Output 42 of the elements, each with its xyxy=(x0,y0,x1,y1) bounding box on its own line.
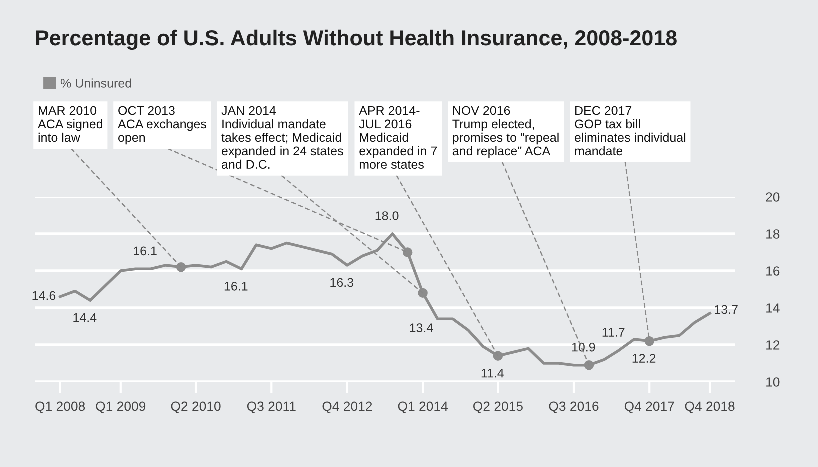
y-tick-label: 20 xyxy=(766,192,780,202)
data-label: 16.1 xyxy=(224,282,248,291)
x-tick-label: Q4 2018 xyxy=(685,402,735,414)
data-label: 12.2 xyxy=(632,354,656,363)
data-label: 16.1 xyxy=(134,246,157,256)
data-label: 10.9 xyxy=(572,342,596,352)
data-label: 13.4 xyxy=(410,324,434,332)
data-label: 18.0 xyxy=(376,212,399,220)
x-tick-label: Q4 2017 xyxy=(624,402,674,414)
y-tick-label: 10 xyxy=(766,378,780,387)
annotation: JAN 2014 Individual mandate takes effect; Medicaid expanded in 24 states and D.C. xyxy=(222,106,344,170)
data-label: 11.7 xyxy=(602,328,625,337)
data-label: 13.7 xyxy=(715,305,738,314)
data-label: 14.6 xyxy=(32,291,56,300)
x-tick-label: Q2 2015 xyxy=(474,402,523,414)
x-tick-label: Q1 2014 xyxy=(398,402,448,414)
annotation: DEC 2017 GOP tax bill eliminates individual mandate xyxy=(575,106,686,156)
legend-label: % Uninsured xyxy=(60,78,132,88)
chart-title: Percentage of U.S. Adults Without Health Insurance, 2008-2018 xyxy=(36,30,677,50)
point xyxy=(176,262,186,272)
x-tick-label: Q1 2009 xyxy=(96,402,146,414)
x-tick-label: Q2 2010 xyxy=(171,402,221,414)
annotation: APR 2014- JUL 2016 Medicaid expanded in 7 more states xyxy=(359,106,438,170)
x-tick-label: Q3 2016 xyxy=(549,402,599,414)
point xyxy=(418,288,428,298)
annotation: MAR 2010 ACA signed into law xyxy=(38,106,103,142)
data-label: 14.4 xyxy=(74,314,97,322)
annotation: OCT 2013 ACA exchanges open xyxy=(118,106,206,145)
y-tick-label: 18 xyxy=(766,230,780,239)
x-tick-label: Q3 2011 xyxy=(247,402,296,414)
x-tick-label: Q1 2008 xyxy=(36,402,86,414)
point xyxy=(644,336,654,346)
data-label: 11.4 xyxy=(482,369,504,378)
point xyxy=(493,351,504,361)
data-label: 16.3 xyxy=(330,278,354,288)
point xyxy=(402,248,413,258)
point xyxy=(584,360,594,370)
y-tick-label: 16 xyxy=(766,266,780,276)
y-tick-label: 12 xyxy=(766,340,780,350)
annotation: NOV 2016 Trump elected, promises to "repeal and replace" ACA xyxy=(452,106,559,158)
y-tick-label: 14 xyxy=(766,304,780,313)
x-tick-label: Q4 2012 xyxy=(322,402,372,414)
